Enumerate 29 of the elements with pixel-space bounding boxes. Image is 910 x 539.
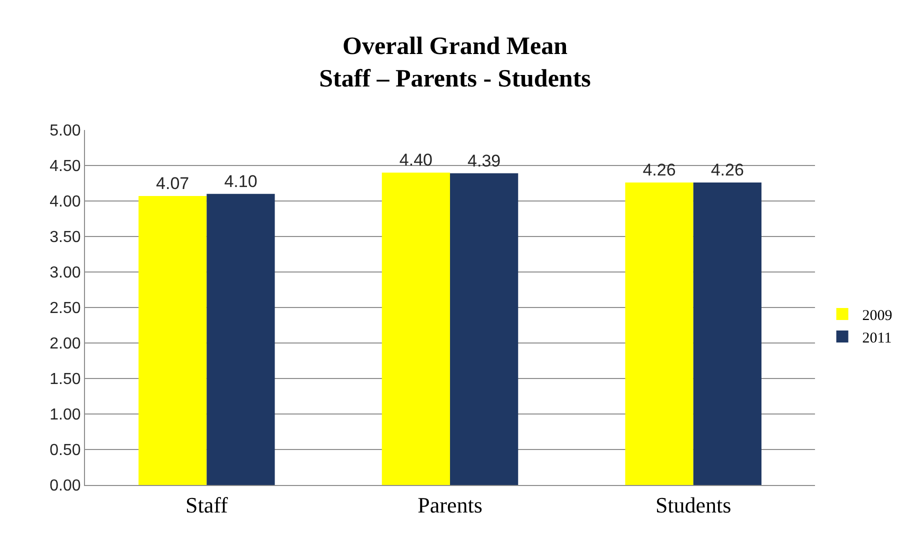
y-tick-label: 3.50	[50, 229, 81, 246]
bar	[206, 194, 275, 485]
data-label: 4.26	[642, 160, 676, 180]
legend-label: 2009	[862, 308, 892, 324]
y-tick-label: 1.50	[50, 371, 81, 388]
chart-title: Overall Grand Mean Staff – Parents - Students	[319, 32, 592, 92]
x-tick-label: Staff	[185, 492, 229, 518]
data-label: 4.07	[156, 174, 190, 194]
bar	[625, 182, 694, 485]
data-label: 4.40	[399, 150, 432, 170]
bar	[450, 173, 518, 485]
y-tick-label: 2.50	[50, 300, 81, 318]
y-tick-label: 0.50	[50, 442, 81, 460]
x-tick-label: Parents	[418, 492, 482, 518]
bar	[382, 172, 450, 485]
y-tick-label: 3.00	[50, 264, 81, 282]
y-tick-label: 0.00	[50, 478, 81, 495]
bar	[138, 196, 207, 485]
legend-label: 2011	[862, 330, 892, 346]
data-label: 4.26	[710, 160, 744, 180]
y-tick-label: 5.00	[50, 122, 81, 140]
y-tick-label: 1.00	[50, 406, 81, 424]
data-label: 4.10	[224, 172, 258, 191]
bar	[693, 182, 762, 485]
y-tick-label: 2.00	[50, 336, 81, 353]
y-tick-label: 4.50	[50, 158, 81, 176]
y-tick-label: 4.00	[50, 194, 81, 211]
data-label: 4.39	[468, 151, 501, 170]
x-tick-label: Students	[655, 492, 732, 518]
